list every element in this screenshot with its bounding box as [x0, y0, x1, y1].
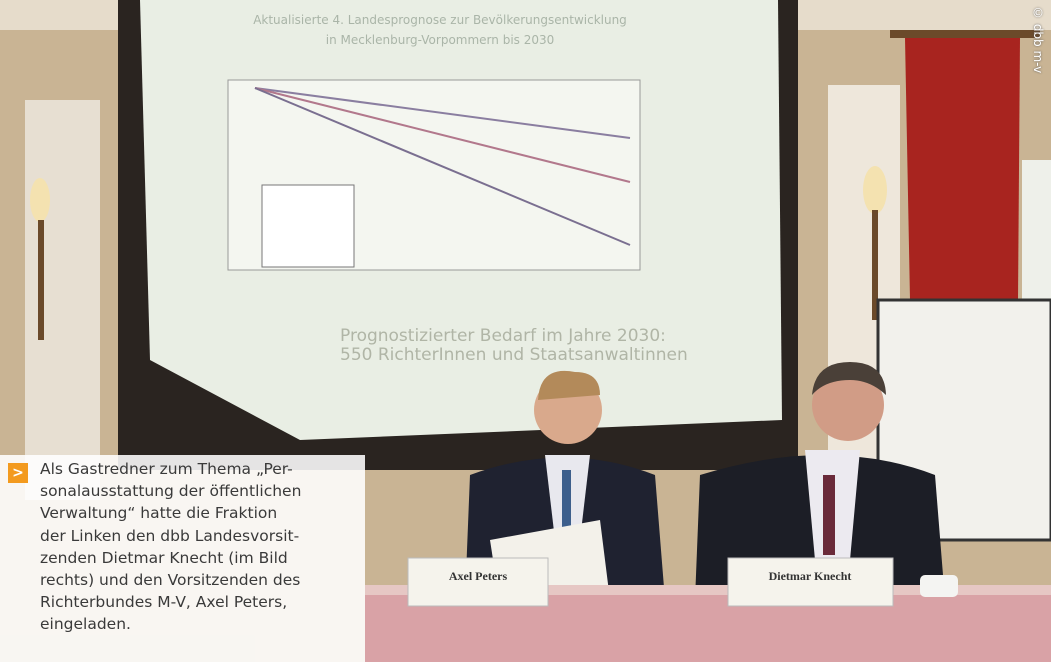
curtain-rod: [890, 30, 1040, 38]
slide-title: in Mecklenburg-Vorpommern bis 2030: [326, 33, 555, 47]
caption-line: Als Gastredner zum Thema „Per-: [40, 458, 301, 480]
caption-line: Verwaltung“ hatte die Fraktion: [40, 502, 301, 524]
window: [1022, 160, 1051, 300]
person-tie: [562, 470, 571, 535]
caption-line: sonalausstattung der öffentlichen: [40, 480, 301, 502]
photo-credit: © dbb m-v: [1031, 6, 1045, 73]
slide-chart-legend: [262, 185, 354, 267]
caption-marker: >: [8, 463, 28, 483]
curtain: [905, 38, 1020, 300]
pillar: [25, 100, 100, 500]
caption-line: Richterbundes M-V, Axel Peters,: [40, 591, 301, 613]
caption-line: der Linken den dbb Landesvorsit-: [40, 525, 301, 547]
caption-line: rechts) und den Vorsitzenden des: [40, 569, 301, 591]
name-plate-text: Dietmar Knecht: [769, 569, 852, 583]
person-tie: [823, 475, 835, 555]
lamp: [30, 178, 50, 222]
caption-line: eingeladen.: [40, 613, 301, 635]
name-plate-text: Axel Peters: [449, 569, 508, 583]
slide-title: Aktualisierte 4. Landesprognose zur Bevö…: [253, 13, 627, 27]
caption-line: zenden Dietmar Knecht (im Bild: [40, 547, 301, 569]
photo: Aktualisierte 4. Landesprognose zur Bevö…: [0, 0, 1051, 662]
lamp-stand: [38, 220, 44, 340]
caption-text: Als Gastredner zum Thema „Per-sonalausst…: [40, 458, 301, 636]
slide-bullet: Prognostizierter Bedarf im Jahre 2030:: [340, 326, 666, 346]
caption-box: > Als Gastredner zum Thema „Per-sonalaus…: [0, 455, 365, 662]
cup: [920, 575, 958, 597]
lamp: [863, 166, 887, 214]
slide-bullet: 550 RichterInnen und Staatsanwaltinnen: [340, 345, 688, 365]
